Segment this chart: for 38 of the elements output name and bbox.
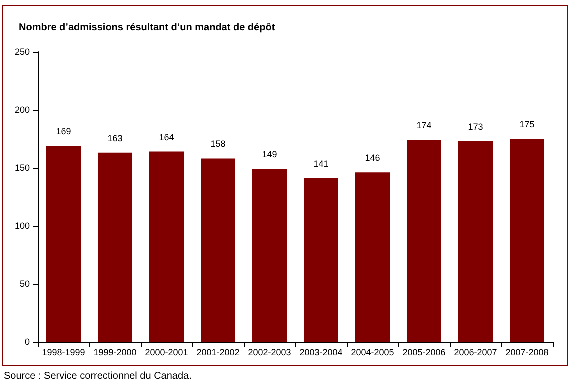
y-tick-label: 200 <box>14 105 30 115</box>
bar <box>304 178 339 342</box>
data-label: 163 <box>108 133 123 144</box>
x-tick-label: 2006-2007 <box>454 348 498 358</box>
x-tick-label: 2004-2005 <box>351 348 394 358</box>
x-tick-label: 2007-2008 <box>506 348 549 358</box>
bar <box>510 139 545 342</box>
bar <box>150 152 184 342</box>
x-tick-label: 2002-2003 <box>248 348 292 358</box>
data-label: 169 <box>56 126 72 136</box>
bar <box>252 169 288 342</box>
y-tick-label: 0 <box>24 337 30 347</box>
bar <box>98 152 133 342</box>
y-tick-label: 150 <box>14 163 30 173</box>
data-label: 146 <box>365 153 380 164</box>
y-tick-label: 100 <box>14 221 30 231</box>
bar <box>356 172 390 342</box>
bar <box>407 140 442 342</box>
data-label: 141 <box>314 158 329 169</box>
x-tick-label: 2000-2001 <box>145 348 188 358</box>
x-tick-label: 1999-2000 <box>94 348 137 358</box>
bar <box>458 141 494 342</box>
x-tick-label: 2001-2002 <box>196 348 240 358</box>
bar <box>46 146 82 342</box>
y-tick-label: 50 <box>20 279 30 289</box>
bar <box>201 158 236 342</box>
x-tick-label: 1998-1999 <box>42 348 86 358</box>
data-label: 173 <box>468 122 484 132</box>
chart-title: Nombre d’admissions résultant d’un mandat de dépôt <box>19 22 276 34</box>
source-note: Source : Service correctionnel du Canada. <box>4 371 192 382</box>
y-tick-label: 250 <box>14 47 30 57</box>
data-label: 164 <box>159 132 174 142</box>
data-label: 158 <box>210 139 226 150</box>
data-label: 174 <box>416 120 432 131</box>
x-tick-label: 2005-2006 <box>402 348 446 358</box>
data-label: 149 <box>262 150 278 160</box>
x-tick-label: 2003-2004 <box>300 348 343 358</box>
data-label: 175 <box>520 120 535 130</box>
